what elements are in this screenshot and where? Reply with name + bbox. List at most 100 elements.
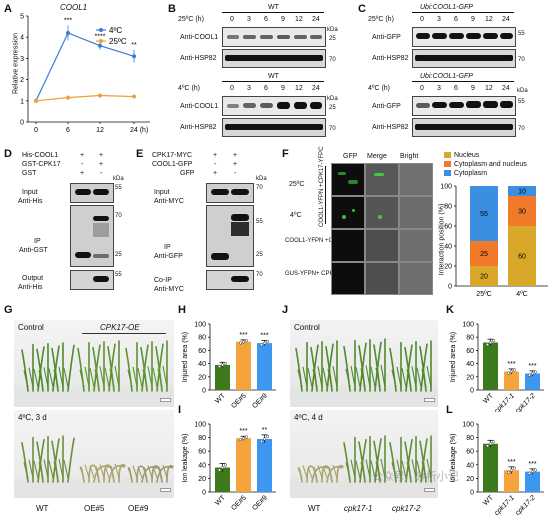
I-ytick-label: 100 <box>194 422 206 429</box>
I-bar <box>257 438 272 492</box>
c-top-blot-gfp <box>412 27 516 47</box>
b-top-marker1: 25 <box>329 36 336 42</box>
e-row3-name: GFP <box>180 170 195 177</box>
a-point <box>132 54 136 59</box>
j-cold-photo <box>290 410 438 498</box>
e-marker-25: 25 <box>256 252 263 258</box>
f-merge-ctrl1 <box>365 229 399 262</box>
K-sig-label: *** <box>507 361 515 368</box>
time-label: 6 <box>454 16 458 23</box>
b-top-row1: Anti-COOL1 <box>180 34 219 41</box>
e-ip-line1: IP <box>164 244 171 251</box>
leaf <box>406 369 412 388</box>
b-top-kda: kDa <box>327 27 338 33</box>
leaf <box>426 365 432 388</box>
leaf <box>421 368 427 388</box>
H-sig-label: *** <box>260 333 268 340</box>
K-ytick-label: 60 <box>466 348 474 355</box>
c-bottom-marker2: 70 <box>518 126 525 132</box>
d-ip-blot <box>70 205 114 267</box>
f-bar-segment <box>470 266 498 286</box>
b-bottom-title-line <box>222 81 324 82</box>
seedling <box>93 465 110 483</box>
a-xtick-label: 24 (h) <box>130 127 148 134</box>
a-point <box>66 95 70 100</box>
e-row1-name: CPK17-MYC <box>152 152 193 159</box>
j-control-scalebar <box>424 398 435 402</box>
g-control-label: Control <box>18 323 44 332</box>
leaf <box>94 466 100 479</box>
time-label: 24 <box>312 16 320 23</box>
L-ytick-label: 40 <box>466 462 474 469</box>
d-input-line1: Input <box>22 189 38 196</box>
d-row2-name: GST-CPK17 <box>22 161 61 168</box>
L-sig-label: *** <box>507 459 515 466</box>
K-point <box>533 370 538 374</box>
time-label: 9 <box>471 85 475 92</box>
c-top-blot-hsp82 <box>412 49 516 68</box>
seedling <box>141 344 149 392</box>
d-ip-line2: Anti-GST <box>19 247 48 254</box>
f-legend-swatch-nucleus <box>444 152 451 158</box>
leaf <box>416 367 422 388</box>
e-row1-mark2: + <box>233 152 238 159</box>
panel-label-d: D <box>4 148 12 160</box>
c-bottom-row1: Anti-GFP <box>372 103 401 110</box>
panel-label-l: L <box>446 404 453 416</box>
leaf <box>94 369 100 388</box>
I-ytick-label: 60 <box>198 449 206 456</box>
K-ylabel: Injured area (%) <box>450 332 457 382</box>
leaf <box>137 367 143 388</box>
e-coip-line1: Co-IP <box>154 277 172 284</box>
L-point <box>527 471 532 475</box>
time-label: 0 <box>230 16 234 23</box>
leaf <box>152 465 158 479</box>
e-marker-70b: 70 <box>256 272 263 278</box>
H-point <box>220 363 225 367</box>
tray <box>14 391 174 407</box>
leaf <box>375 367 381 388</box>
leaf <box>401 367 407 388</box>
leaf <box>157 466 163 479</box>
leaf <box>127 369 133 388</box>
leaf <box>411 366 417 388</box>
H-point <box>244 339 249 343</box>
L-sig-label: *** <box>528 461 536 468</box>
K-bar <box>483 342 498 390</box>
f-merge-25 <box>365 163 399 196</box>
time-label: 12 <box>295 85 303 92</box>
b-bottom-row2: Anti-HSP82 <box>180 124 217 131</box>
b-top-marker2: 70 <box>329 57 336 63</box>
c-top-title-line <box>412 12 514 13</box>
H-bar <box>257 343 272 390</box>
leaf <box>350 365 356 388</box>
leaf <box>380 458 386 479</box>
leaf <box>132 465 138 479</box>
H-point <box>223 361 228 365</box>
H-x-label: OE#9 <box>251 392 269 410</box>
H-ytick-label: 100 <box>194 322 206 329</box>
e-row2-mark2: + <box>233 161 238 168</box>
leaf <box>28 367 34 388</box>
g-cold-plants <box>14 435 174 498</box>
H-ytick-label: 20 <box>198 374 206 381</box>
f-x-label: 4ºC <box>516 291 528 298</box>
j-x-wt: WT <box>308 504 321 513</box>
seedling <box>389 442 397 483</box>
d-marker-55b: 55 <box>115 272 122 278</box>
seedling <box>326 466 343 483</box>
time-label: 24 <box>312 85 320 92</box>
K-ytick-label: 80 <box>466 335 474 342</box>
e-ip-line2: Anti-GFP <box>154 253 183 260</box>
seedling <box>298 467 303 483</box>
L-bar <box>504 470 519 492</box>
leaf <box>79 466 85 479</box>
leaf <box>147 366 153 388</box>
b-top-blot-cool1 <box>222 27 326 47</box>
e-coip-blot <box>206 270 254 290</box>
leaf <box>327 466 333 479</box>
panel-label-e: E <box>136 148 144 160</box>
seedling <box>37 439 45 483</box>
e-row3-mark2: - <box>234 170 237 177</box>
j-x-cpk17-2: cpk17-2 <box>392 504 421 513</box>
